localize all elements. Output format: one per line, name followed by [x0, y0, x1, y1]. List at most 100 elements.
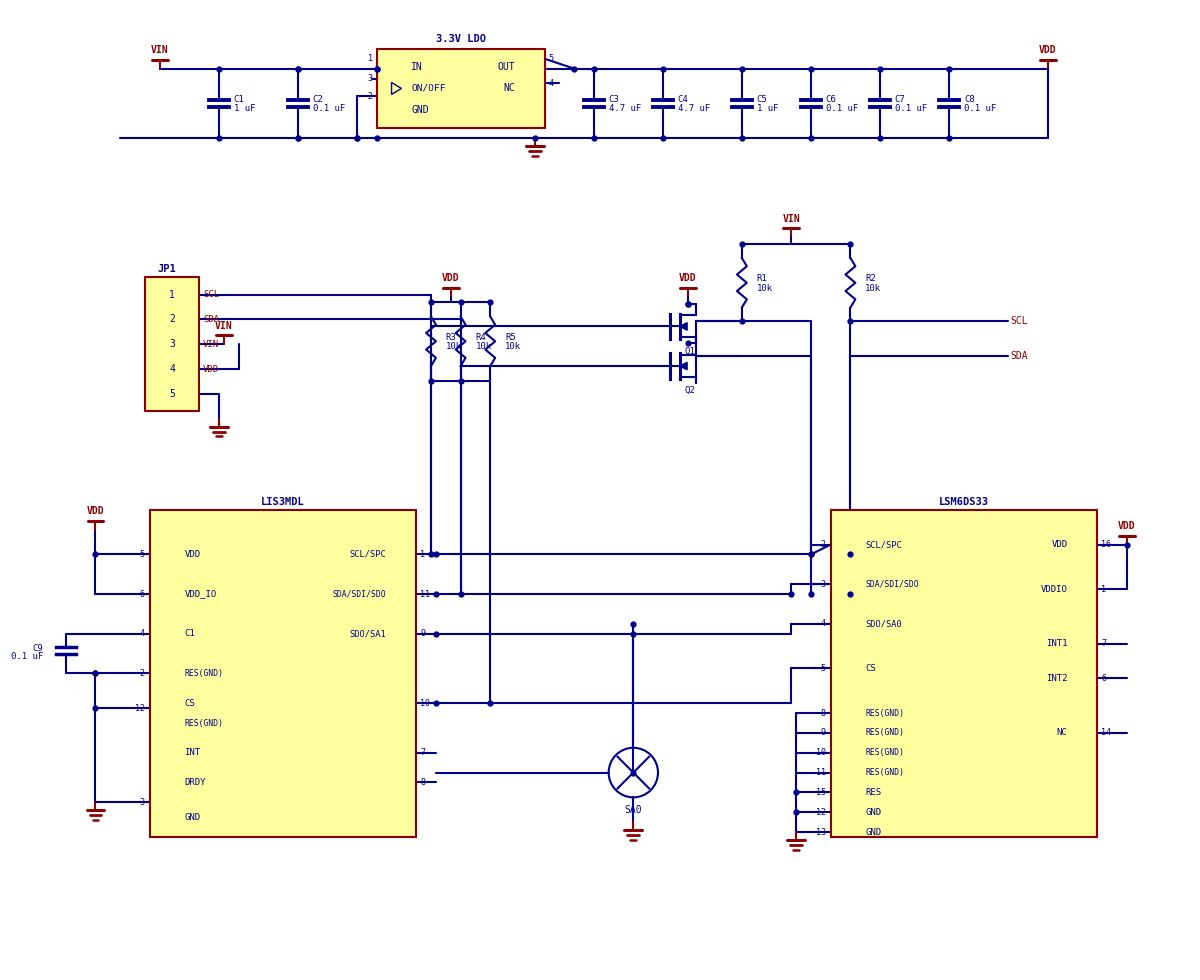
Text: RES: RES: [865, 788, 881, 797]
Text: 7: 7: [420, 749, 425, 758]
Text: INT2: INT2: [1046, 674, 1068, 683]
Text: 3: 3: [821, 580, 826, 589]
Text: 10k: 10k: [475, 342, 492, 351]
Text: 4: 4: [140, 629, 145, 638]
Text: 5: 5: [548, 54, 553, 63]
Text: VDD_IO: VDD_IO: [185, 590, 216, 599]
Polygon shape: [679, 322, 688, 330]
Text: R3: R3: [446, 333, 456, 342]
Text: LIS3MDL: LIS3MDL: [262, 497, 305, 507]
Text: R4: R4: [475, 333, 486, 342]
Polygon shape: [679, 363, 688, 369]
Text: 3: 3: [368, 74, 373, 83]
Text: RES(GND): RES(GND): [865, 749, 905, 758]
Text: INT1: INT1: [1046, 639, 1068, 648]
Text: VDD: VDD: [1039, 45, 1057, 55]
Text: SDA: SDA: [203, 315, 220, 324]
Text: LSM6DS33: LSM6DS33: [938, 497, 989, 507]
Text: SDO/SA0: SDO/SA0: [865, 619, 902, 628]
Text: RES(GND): RES(GND): [865, 768, 905, 777]
Text: C8: C8: [964, 95, 974, 104]
Text: C4: C4: [678, 95, 689, 104]
Text: 11: 11: [816, 768, 826, 777]
Text: 4.7 uF: 4.7 uF: [678, 104, 710, 114]
Bar: [150, 510, 416, 837]
Text: CS: CS: [185, 699, 196, 708]
Text: 10: 10: [420, 699, 430, 708]
Text: SCL: SCL: [203, 290, 220, 299]
Text: Q2: Q2: [684, 386, 695, 395]
Text: 7: 7: [1102, 639, 1106, 648]
Text: 3: 3: [169, 339, 175, 349]
Text: RES(GND): RES(GND): [865, 728, 905, 737]
Text: 10k: 10k: [757, 284, 773, 293]
Text: 14: 14: [1102, 728, 1111, 737]
Text: 0.1 uF: 0.1 uF: [895, 104, 928, 114]
Text: 0.1 uF: 0.1 uF: [313, 104, 344, 114]
Text: ON/OFF: ON/OFF: [412, 84, 445, 93]
Text: VDD: VDD: [86, 507, 104, 516]
Text: C2: C2: [313, 95, 323, 104]
Text: C1: C1: [234, 95, 245, 104]
Text: SDA: SDA: [1010, 351, 1028, 362]
Text: SA0: SA0: [624, 806, 642, 815]
Text: VIN: VIN: [215, 320, 233, 331]
Text: VIN: VIN: [203, 340, 220, 349]
Text: 2: 2: [821, 540, 826, 549]
Text: 6: 6: [1102, 674, 1106, 683]
Text: C7: C7: [895, 95, 906, 104]
Text: 9: 9: [420, 629, 425, 638]
Text: VIN: VIN: [151, 45, 168, 55]
Text: 4: 4: [821, 619, 826, 628]
Text: 5: 5: [140, 550, 145, 559]
Text: 10: 10: [816, 749, 826, 758]
Text: 2: 2: [368, 92, 373, 101]
Text: C9: C9: [32, 644, 43, 653]
Text: SDA/SDI/SDO: SDA/SDI/SDO: [865, 580, 919, 589]
Text: C6: C6: [826, 95, 836, 104]
Text: SDA/SDI/SDO: SDA/SDI/SDO: [332, 590, 386, 599]
Text: RES(GND): RES(GND): [185, 669, 223, 678]
Text: 10k: 10k: [446, 342, 462, 351]
Text: 10k: 10k: [505, 342, 521, 351]
Text: 16: 16: [1102, 540, 1111, 549]
Text: C5: C5: [757, 95, 768, 104]
Text: 13: 13: [816, 827, 826, 837]
Bar: [145, 276, 199, 411]
Text: 3: 3: [140, 798, 145, 807]
Text: 10k: 10k: [865, 284, 881, 293]
Text: 3.3V LDO: 3.3V LDO: [436, 34, 486, 44]
Text: 9: 9: [821, 728, 826, 737]
Text: C3: C3: [608, 95, 619, 104]
Text: 1: 1: [368, 54, 373, 63]
Text: 4: 4: [169, 364, 175, 374]
Text: R5: R5: [505, 333, 516, 342]
Text: 2: 2: [169, 315, 175, 324]
Text: VDD: VDD: [442, 273, 460, 283]
Text: 1: 1: [1102, 585, 1106, 594]
Text: 2: 2: [140, 669, 145, 678]
Text: CS: CS: [865, 664, 876, 673]
Text: 1: 1: [420, 550, 425, 559]
Text: JP1: JP1: [157, 264, 176, 273]
Text: 0.1 uF: 0.1 uF: [826, 104, 858, 114]
Text: 0.1 uF: 0.1 uF: [11, 652, 43, 662]
Bar: [377, 49, 545, 128]
Text: VDD: VDD: [1051, 540, 1068, 549]
Text: OUT: OUT: [497, 62, 515, 72]
Text: C1: C1: [185, 629, 196, 638]
Text: SCL/SPC: SCL/SPC: [350, 550, 386, 559]
Text: 1 uF: 1 uF: [757, 104, 778, 114]
Text: INT: INT: [185, 749, 200, 758]
Text: VIN: VIN: [782, 214, 800, 223]
Text: 0.1 uF: 0.1 uF: [964, 104, 996, 114]
Text: IN: IN: [412, 62, 424, 72]
Text: RES(GND): RES(GND): [865, 709, 905, 717]
Text: GND: GND: [185, 812, 200, 821]
Text: 8: 8: [420, 778, 425, 787]
Text: VDD: VDD: [185, 550, 200, 559]
Text: GND: GND: [865, 827, 881, 837]
Text: 12: 12: [134, 704, 145, 712]
Text: NC: NC: [503, 83, 515, 93]
Bar: [830, 510, 1097, 837]
